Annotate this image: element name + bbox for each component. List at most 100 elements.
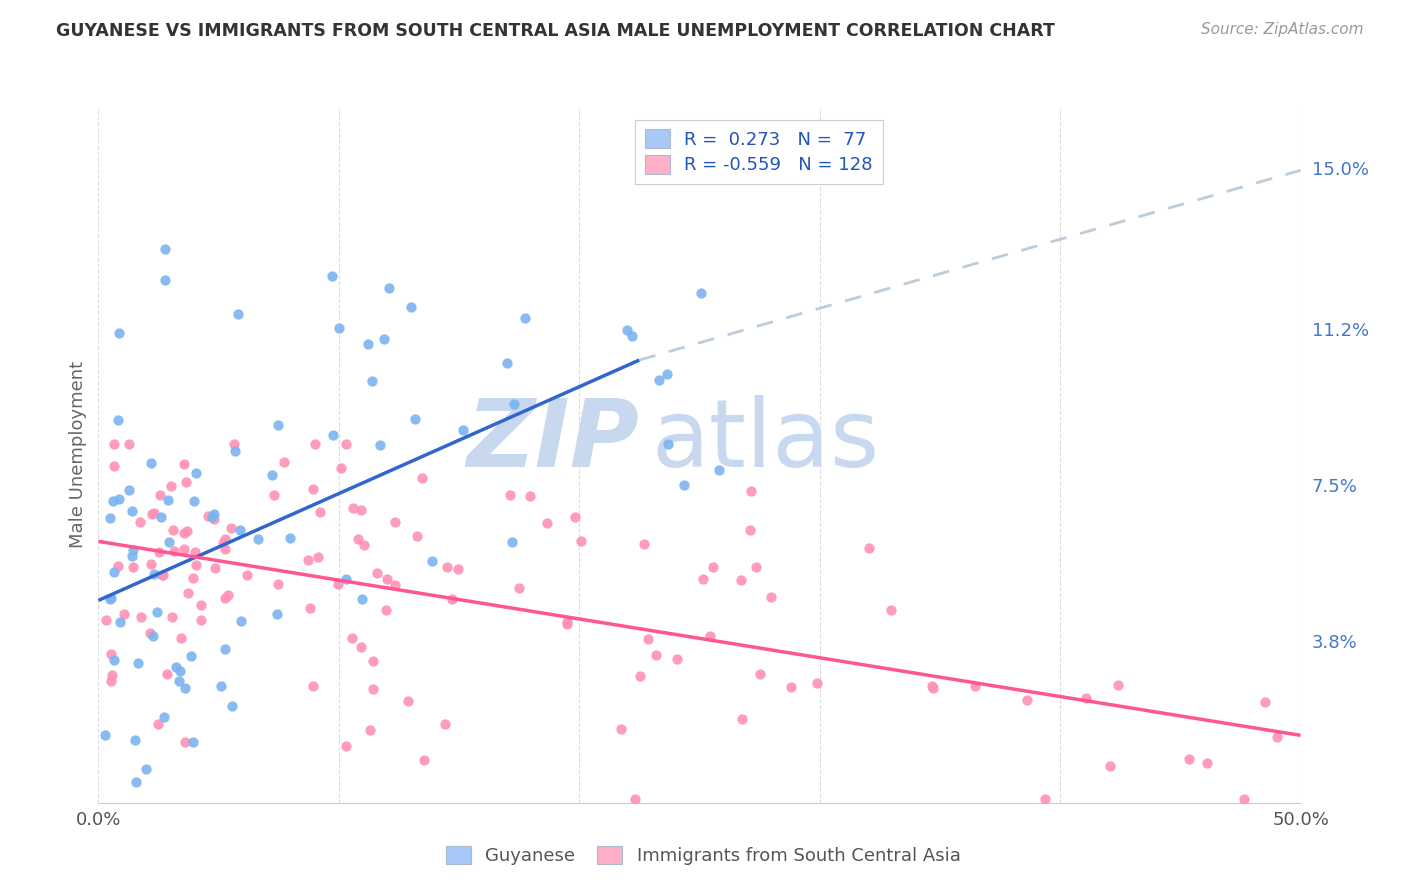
Point [226, 307, 249, 321]
Point [135, 762, 157, 776]
Point [689, 285, 711, 300]
Point [404, 411, 426, 425]
Point [197, 508, 219, 523]
Point [236, 568, 259, 582]
Point [150, 568, 173, 582]
Point [378, 281, 401, 295]
Point [100, 591, 122, 605]
Point [1197, 756, 1219, 770]
Point [173, 525, 195, 540]
Point [297, 553, 319, 567]
Point [112, 607, 135, 621]
Point [495, 356, 517, 370]
Point [138, 626, 160, 640]
Point [184, 545, 207, 559]
Point [335, 739, 357, 753]
Point [118, 483, 141, 497]
Point [740, 523, 762, 537]
Point [1254, 695, 1277, 709]
Point [304, 437, 326, 451]
Point [740, 483, 762, 498]
Point [202, 507, 225, 521]
Point [157, 534, 180, 549]
Point [628, 669, 651, 683]
Point [361, 374, 384, 388]
Point [447, 562, 470, 576]
Point [190, 599, 212, 613]
Point [162, 610, 184, 624]
Point [1017, 692, 1039, 706]
Point [176, 524, 198, 538]
Point [125, 774, 148, 789]
Point [139, 558, 162, 572]
Text: 15.0%: 15.0% [1312, 161, 1368, 179]
Point [148, 544, 170, 558]
Point [122, 543, 145, 558]
Point [214, 642, 236, 657]
Point [745, 560, 768, 574]
Point [513, 311, 536, 326]
Point [307, 550, 329, 565]
Point [298, 601, 321, 615]
Point [100, 673, 122, 688]
Point [302, 482, 325, 496]
Point [359, 723, 381, 738]
Point [1233, 791, 1256, 805]
Point [167, 674, 190, 689]
Point [98, 592, 121, 607]
Point [180, 648, 202, 663]
Point [94, 613, 117, 627]
Point [347, 533, 370, 547]
Point [326, 577, 349, 591]
Point [160, 479, 183, 493]
Point [433, 716, 456, 731]
Point [107, 413, 129, 427]
Point [129, 609, 152, 624]
Point [335, 437, 357, 451]
Point [143, 507, 166, 521]
Point [163, 544, 186, 558]
Point [121, 549, 143, 563]
Point [519, 489, 541, 503]
Text: 7.5%: 7.5% [1312, 477, 1358, 496]
Point [202, 512, 225, 526]
Point [396, 694, 419, 708]
Point [260, 467, 283, 482]
Point [273, 455, 295, 469]
Point [384, 578, 406, 592]
Point [174, 681, 197, 695]
Point [165, 660, 187, 674]
Point [184, 466, 207, 480]
Point [508, 581, 530, 595]
Point [361, 654, 384, 668]
Point [330, 461, 353, 475]
Point [921, 681, 943, 695]
Point [436, 559, 458, 574]
Point [322, 427, 344, 442]
Point [373, 332, 395, 346]
Point [118, 437, 141, 451]
Point [156, 493, 179, 508]
Point [555, 616, 578, 631]
Point [263, 488, 285, 502]
Point [124, 733, 146, 747]
Point [499, 488, 522, 502]
Point [150, 509, 173, 524]
Point [374, 603, 396, 617]
Point [224, 444, 246, 458]
Point [335, 573, 357, 587]
Point [759, 590, 782, 604]
Point [401, 300, 423, 314]
Point [174, 475, 197, 489]
Point [350, 591, 373, 606]
Point [107, 492, 129, 507]
Point [183, 494, 205, 508]
Point [621, 329, 644, 343]
Point [146, 605, 169, 619]
Point [217, 588, 239, 602]
Point [555, 615, 578, 630]
Point [321, 269, 343, 284]
Point [107, 326, 129, 340]
Point [657, 367, 679, 381]
Point [267, 417, 290, 432]
